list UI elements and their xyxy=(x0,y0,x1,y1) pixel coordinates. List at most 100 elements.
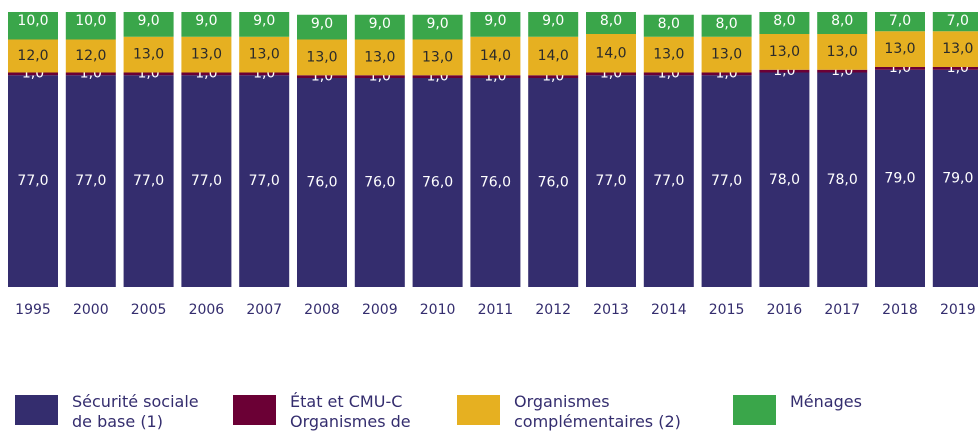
legend-swatch xyxy=(233,395,276,425)
bar-segment xyxy=(239,72,290,76)
value-label: 9,0 xyxy=(195,13,217,29)
value-label: 9,0 xyxy=(311,16,333,32)
bar-segment xyxy=(297,75,347,78)
bar-segment xyxy=(8,72,58,76)
value-label: 9,0 xyxy=(542,13,564,29)
bar-segment xyxy=(412,14,463,40)
value-label: 77,0 xyxy=(75,173,106,189)
bar-segment xyxy=(8,39,58,73)
bar-segment xyxy=(932,69,978,287)
bar-segment xyxy=(8,12,58,40)
bar-segment xyxy=(759,69,810,73)
bar-segment xyxy=(412,39,463,76)
bar-segment xyxy=(586,72,636,76)
value-label: 76,0 xyxy=(364,175,395,191)
bar-segment xyxy=(643,36,694,73)
bar-segment xyxy=(643,75,694,287)
x-tick-label: 2008 xyxy=(304,302,340,318)
bar-segment xyxy=(470,12,521,37)
legend-label: État et CMU-C Organismes de base xyxy=(290,392,411,431)
value-label: 14,0 xyxy=(538,48,569,64)
x-tick-label: 2016 xyxy=(767,302,803,318)
x-tick-label: 2011 xyxy=(478,302,514,318)
x-tick-label: 2007 xyxy=(246,302,282,318)
bar-segment xyxy=(701,75,752,287)
x-tick-label: 2019 xyxy=(940,302,976,318)
value-label: 7,0 xyxy=(889,13,911,29)
legend-item: Organismes complémentaires (2) xyxy=(457,392,724,431)
bar-segment xyxy=(297,39,347,76)
bar-segment xyxy=(586,34,636,73)
value-label: 12,0 xyxy=(75,48,106,64)
bar-segment xyxy=(586,12,636,34)
bar-segment xyxy=(239,36,290,73)
bar-segment xyxy=(932,67,978,70)
bar-segment xyxy=(65,72,116,76)
value-label: 13,0 xyxy=(942,41,973,57)
value-label: 79,0 xyxy=(884,170,915,186)
value-label: 8,0 xyxy=(831,13,853,29)
bar-segment xyxy=(817,34,868,70)
value-label: 78,0 xyxy=(769,172,800,188)
value-label: 8,0 xyxy=(715,16,737,32)
bar-segment xyxy=(932,12,978,32)
bar-segment xyxy=(181,75,232,287)
bar-segment xyxy=(528,36,579,76)
bar-segment xyxy=(759,34,810,70)
bar-segment xyxy=(412,78,463,287)
bar-segment xyxy=(123,12,174,37)
x-tick-label: 2015 xyxy=(709,302,745,318)
chart: 77,01,012,010,0199577,01,012,010,0200077… xyxy=(8,12,978,318)
bar-segment xyxy=(586,75,636,287)
bar-segment xyxy=(875,12,925,32)
legend-label: Ménages xyxy=(790,392,862,411)
value-label: 14,0 xyxy=(595,45,626,61)
bar-segment xyxy=(354,39,405,76)
x-tick-label: 2012 xyxy=(535,302,571,318)
value-label: 13,0 xyxy=(191,47,222,63)
value-label: 76,0 xyxy=(306,175,337,191)
value-label: 77,0 xyxy=(133,173,164,189)
bar-segment xyxy=(470,78,521,287)
bar-segment xyxy=(817,12,868,34)
bar-segment xyxy=(932,31,978,67)
value-label: 13,0 xyxy=(711,47,742,63)
bar-segment xyxy=(470,75,521,78)
value-label: 77,0 xyxy=(249,173,280,189)
value-label: 76,0 xyxy=(422,175,453,191)
bar-segment xyxy=(181,72,232,76)
bar-segment xyxy=(354,75,405,78)
bar-segment xyxy=(123,72,174,76)
x-tick-label: 2000 xyxy=(73,302,109,318)
value-label: 7,0 xyxy=(947,13,969,29)
bar-segment xyxy=(239,12,290,37)
value-label: 77,0 xyxy=(17,173,48,189)
x-tick-label: 2010 xyxy=(420,302,456,318)
x-tick-label: 2013 xyxy=(593,302,629,318)
bar-segment xyxy=(65,75,116,287)
bar-segment xyxy=(701,36,752,73)
bar-segment xyxy=(239,75,290,287)
value-label: 13,0 xyxy=(249,47,280,63)
legend-label: Organismes complémentaires (2) xyxy=(514,392,681,431)
bar-segment xyxy=(181,36,232,73)
value-label: 9,0 xyxy=(137,13,159,29)
bar-segment xyxy=(528,75,579,78)
x-tick-label: 2018 xyxy=(882,302,918,318)
legend-swatch xyxy=(733,395,776,425)
value-label: 8,0 xyxy=(658,16,680,32)
value-label: 77,0 xyxy=(191,173,222,189)
bar-segment xyxy=(65,12,116,40)
value-label: 13,0 xyxy=(769,44,800,60)
x-tick-label: 2005 xyxy=(131,302,167,318)
bar-segment xyxy=(875,31,925,67)
bar-segment xyxy=(354,14,405,40)
legend-item: Ménages xyxy=(733,392,978,425)
x-tick-label: 1995 xyxy=(15,302,51,318)
bar-segment xyxy=(875,69,925,287)
value-label: 13,0 xyxy=(827,44,858,60)
value-label: 76,0 xyxy=(480,175,511,191)
bar-segment xyxy=(643,72,694,76)
value-label: 9,0 xyxy=(426,16,448,32)
x-tick-label: 2017 xyxy=(824,302,860,318)
